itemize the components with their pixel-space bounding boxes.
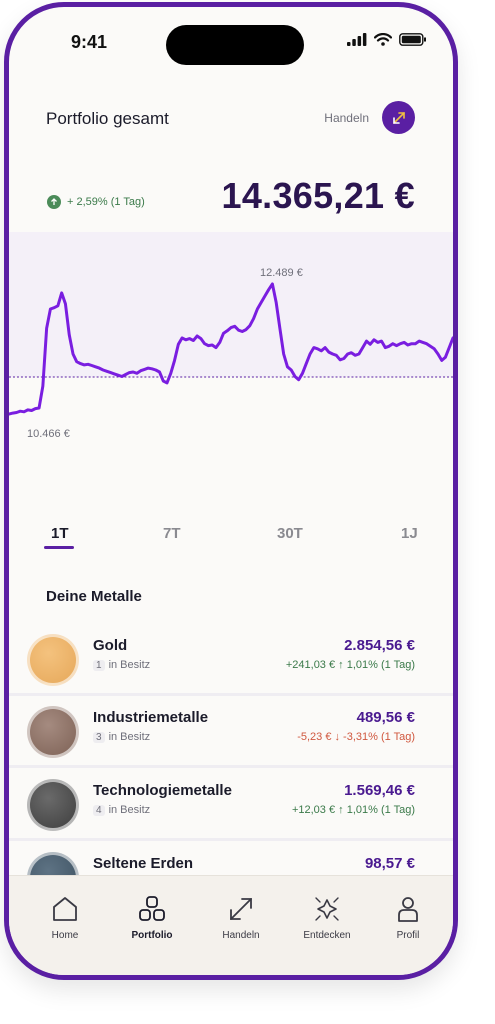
metal-name: Industriemetalle bbox=[93, 709, 209, 726]
owned-label: in Besitz bbox=[108, 731, 151, 743]
portfolio-change-text: + 2,59% (1 Tag) bbox=[67, 196, 145, 208]
dynamic-island bbox=[166, 25, 304, 65]
portfolio-icon bbox=[139, 896, 165, 921]
metal-value: 489,56 € bbox=[356, 709, 415, 726]
owned-count: 1 bbox=[93, 659, 105, 671]
owned-count: 4 bbox=[93, 804, 105, 816]
status-time: 9:41 bbox=[71, 32, 108, 52]
trade-icon bbox=[230, 898, 252, 920]
swap-arrows-icon bbox=[392, 111, 405, 124]
page-title: Portfolio gesamt bbox=[46, 109, 169, 128]
portfolio-chart[interactable] bbox=[9, 232, 453, 502]
owned-label: in Besitz bbox=[108, 804, 151, 816]
home-icon bbox=[53, 897, 77, 921]
tab-profil[interactable]: Profil bbox=[373, 894, 443, 941]
owned-count: 3 bbox=[93, 731, 105, 743]
tab-label: Profil bbox=[396, 930, 420, 941]
metal-name: Seltene Erden bbox=[93, 855, 194, 872]
chart-min-label: 10.466 € bbox=[27, 428, 70, 440]
divider bbox=[9, 838, 453, 841]
status-icons bbox=[347, 33, 427, 46]
chart-series-line bbox=[9, 282, 453, 416]
metal-owned: 3 in Besitz bbox=[93, 731, 150, 743]
metal-change: -5,23 € ↓ -3,31% (1 Tag) bbox=[297, 731, 415, 743]
signal-icon bbox=[347, 33, 367, 46]
tab-portfolio[interactable]: Portfolio bbox=[117, 894, 187, 941]
metal-change: +241,03 € ↑ 1,01% (1 Tag) bbox=[285, 659, 415, 671]
trade-button[interactable] bbox=[382, 101, 415, 134]
metal-row-industriemetalle[interactable]: Industriemetalle 3 in Besitz 489,56 € -5… bbox=[9, 698, 453, 770]
profile-icon bbox=[398, 897, 418, 922]
discover-icon bbox=[315, 897, 339, 921]
tab-label: Home bbox=[51, 930, 79, 941]
section-title: Deine Metalle bbox=[46, 588, 142, 605]
metal-name: Technologiemetalle bbox=[93, 782, 232, 799]
range-selector: 1T 7T 30T 1J bbox=[9, 525, 453, 555]
arrow-up-icon bbox=[47, 195, 61, 209]
trade-label[interactable]: Handeln bbox=[324, 111, 369, 125]
metal-change: +12,03 € ↑ 1,01% (1 Tag) bbox=[291, 804, 415, 816]
chart-max-label: 12.489 € bbox=[260, 267, 303, 279]
range-7t[interactable]: 7T bbox=[163, 525, 181, 542]
divider bbox=[9, 765, 453, 768]
gold-coin-icon bbox=[27, 634, 79, 686]
phone-frame: 9:41 Portfolio gesamt Handeln bbox=[4, 2, 458, 980]
tab-entdecken[interactable]: Entdecken bbox=[292, 894, 362, 941]
metal-owned: 1 in Besitz bbox=[93, 659, 150, 671]
metal-value: 1.569,46 € bbox=[344, 782, 415, 799]
owned-label: in Besitz bbox=[108, 659, 151, 671]
range-30t[interactable]: 30T bbox=[277, 525, 303, 542]
chart-background bbox=[9, 232, 453, 377]
tab-home[interactable]: Home bbox=[30, 894, 100, 941]
tab-bar: Home Portfolio Handeln Entdecken bbox=[9, 875, 453, 975]
industrial-metals-coin-icon bbox=[27, 706, 79, 758]
portfolio-change: + 2,59% (1 Tag) bbox=[47, 195, 145, 209]
range-active-indicator bbox=[44, 546, 74, 549]
tab-handeln[interactable]: Handeln bbox=[206, 894, 276, 941]
portfolio-total: 14.365,21 € bbox=[221, 175, 415, 216]
divider bbox=[9, 693, 453, 696]
metal-name: Gold bbox=[93, 637, 128, 654]
metal-row-technologiemetalle[interactable]: Technologiemetalle 4 in Besitz 1.569,46 … bbox=[9, 771, 453, 843]
tab-label: Entdecken bbox=[303, 930, 351, 941]
status-bar: 9:41 bbox=[9, 7, 453, 77]
range-1j[interactable]: 1J bbox=[401, 525, 418, 542]
wifi-icon bbox=[374, 33, 392, 46]
technology-metals-coin-icon bbox=[27, 779, 79, 831]
metal-value: 98,57 € bbox=[364, 855, 415, 872]
metal-value: 2.854,56 € bbox=[344, 637, 415, 654]
tab-label: Portfolio bbox=[131, 930, 173, 941]
range-1t[interactable]: 1T bbox=[51, 525, 69, 542]
battery-icon bbox=[399, 33, 426, 46]
metal-row-gold[interactable]: Gold 1 in Besitz 2.854,56 € +241,03 € ↑ … bbox=[9, 626, 453, 698]
metal-owned: 4 in Besitz bbox=[93, 804, 150, 816]
tab-label: Handeln bbox=[222, 930, 260, 941]
